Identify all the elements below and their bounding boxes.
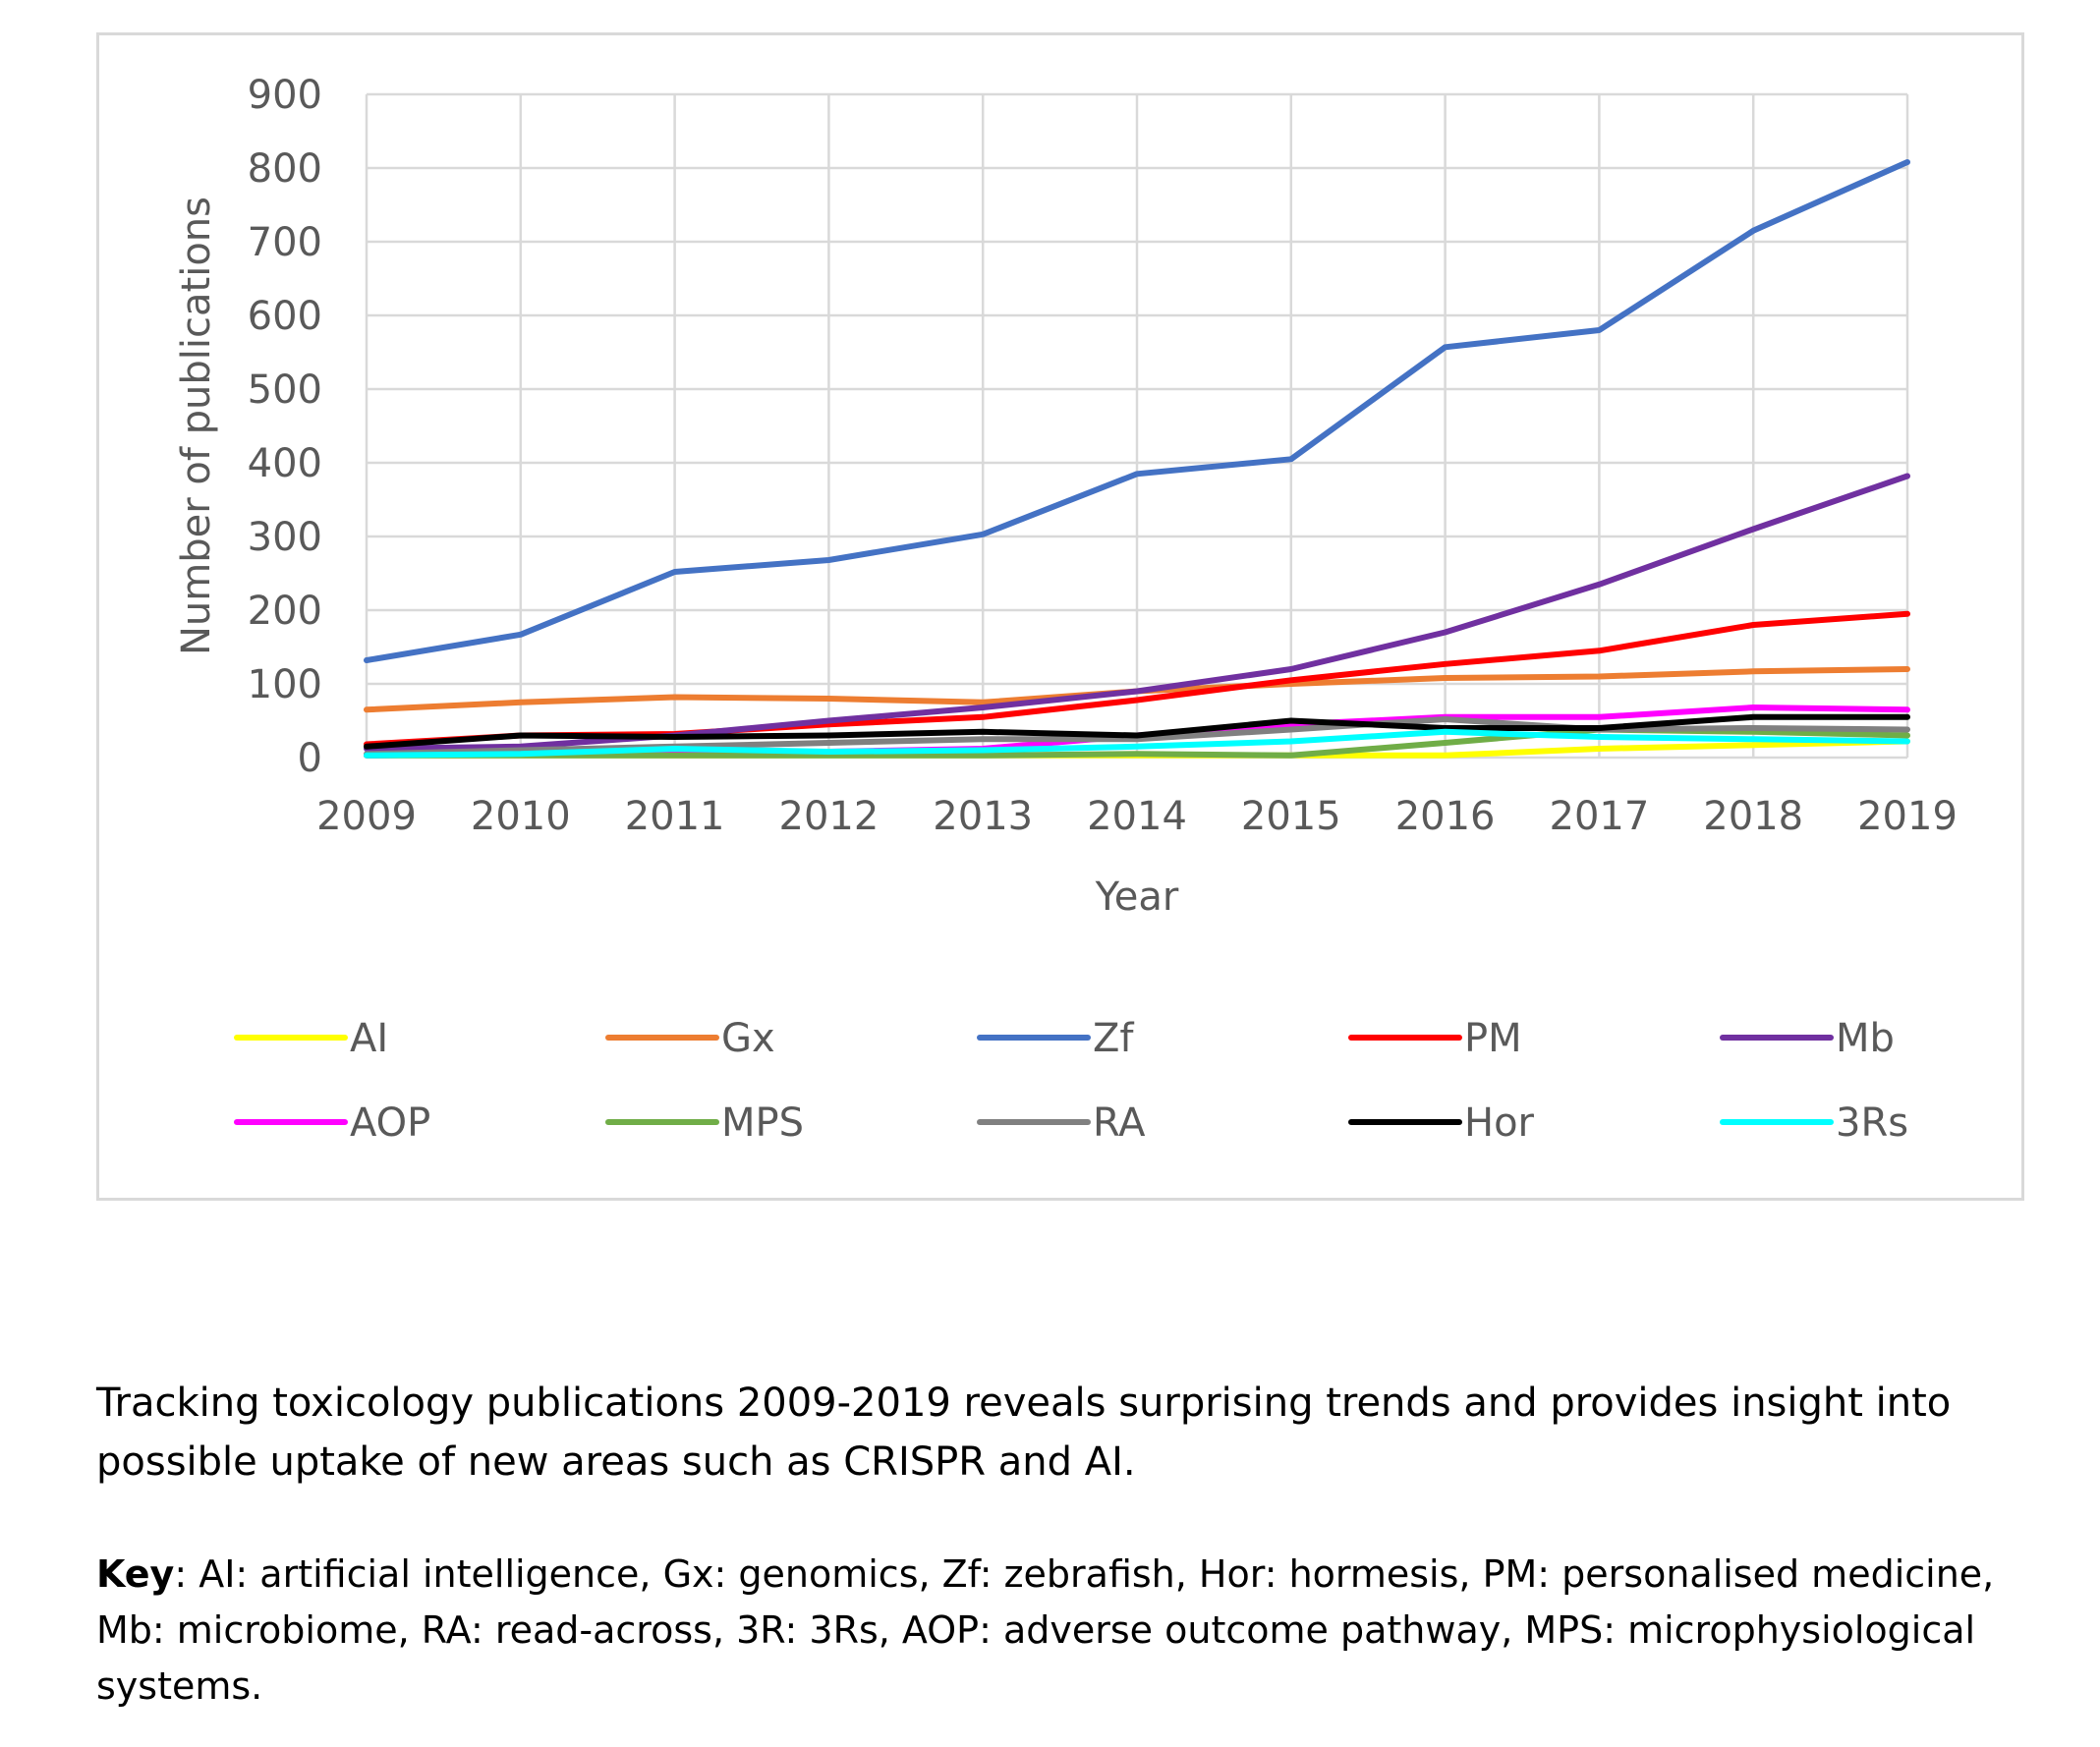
grid-lines [365,92,1909,760]
series-line-hor [364,713,1910,750]
y-tick-label: 100 [248,662,322,707]
legend-label: Mb [1836,1016,1895,1061]
legend-item-zf: Zf [977,1016,1134,1061]
y-tick-label: 600 [248,294,322,339]
x-tick-label: 2009 [316,794,417,839]
legend-item-mb: Mb [1720,1016,1895,1061]
key-label: Key [96,1552,175,1596]
y-tick-label: 900 [248,73,322,118]
x-tick-labels: 2009 2010 2011 2012 2013 2014 2015 2016 2017 2018… [316,794,1958,839]
x-axis-label: Year [1095,874,1179,920]
series-lines [364,159,1910,759]
legend-item-mps: MPS [605,1100,804,1146]
chart-container: 0 100 200 300 400 500 600 700 800 900 2009 2010 201… [96,32,2024,1201]
series-line-3rs [364,728,1910,759]
legend-item-ai: AI [234,1016,388,1061]
legend-item-aop: AOP [234,1100,430,1146]
figure-caption: Tracking toxicology publications 2009-20… [96,1381,1952,1485]
key-text: : AI: artificial intelligence, Gx: genom… [96,1552,1995,1708]
legend-label: Hor [1464,1100,1535,1146]
legend-label: AOP [350,1100,430,1146]
y-tick-label: 300 [248,515,322,560]
legend-label: PM [1464,1016,1522,1061]
y-tick-label: 800 [248,146,322,192]
x-tick-label: 2011 [625,794,725,839]
legend-item-hor: Hor [1348,1100,1535,1146]
legend-label: MPS [721,1100,804,1146]
x-tick-label: 2018 [1703,794,1803,839]
x-tick-label: 2012 [779,794,880,839]
x-tick-label: 2010 [471,794,571,839]
x-tick-label: 2013 [933,794,1033,839]
x-tick-label: 2014 [1087,794,1187,839]
y-tick-label: 700 [248,220,322,265]
figure-key: Key: AI: artificial intelligence, Gx: ge… [96,1547,2022,1715]
legend-label: Zf [1093,1016,1134,1061]
x-tick-label: 2019 [1857,794,1958,839]
legend-item-3rs: 3Rs [1720,1100,1908,1146]
y-tick-labels: 0 100 200 300 400 500 600 700 800 900 [248,73,322,781]
y-tick-label: 200 [248,589,322,634]
legend: AI Gx Zf PM Mb AOP MPS RA Hor 3Rs [234,1016,1908,1146]
y-axis-label: Number of publications [174,197,219,655]
x-tick-label: 2015 [1241,794,1341,839]
legend-label: AI [350,1016,388,1061]
y-tick-label: 500 [248,367,322,413]
legend-label: Gx [721,1016,775,1061]
x-tick-label: 2016 [1395,794,1496,839]
y-tick-label: 400 [248,441,322,486]
x-tick-label: 2017 [1550,794,1650,839]
legend-item-pm: PM [1348,1016,1522,1061]
legend-label: RA [1093,1100,1146,1146]
legend-label: 3Rs [1836,1100,1908,1146]
y-tick-label: 0 [298,736,322,781]
line-chart: 0 100 200 300 400 500 600 700 800 900 2009 2010 201… [174,73,1958,1146]
series-line-zf [364,159,1910,663]
legend-item-gx: Gx [605,1016,775,1061]
legend-item-ra: RA [977,1100,1146,1146]
